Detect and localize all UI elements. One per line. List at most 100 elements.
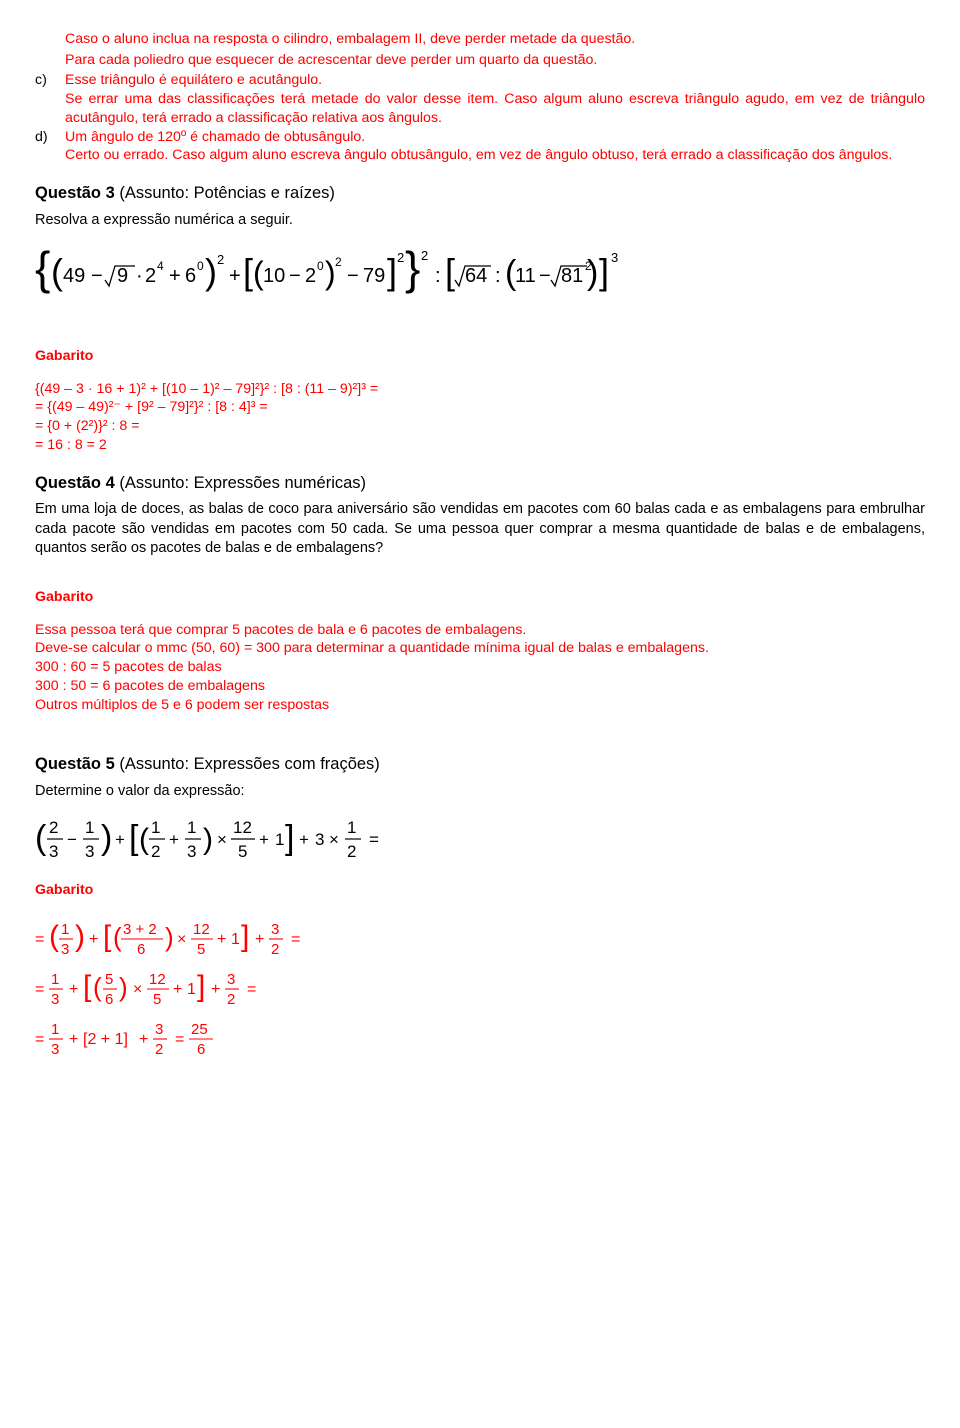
svg-text:+: + bbox=[89, 931, 98, 948]
intro-c2: Se errar uma das classificações terá met… bbox=[65, 91, 925, 126]
svg-text:+: + bbox=[115, 830, 125, 849]
q3-subject: (Assunto: Potências e raízes) bbox=[115, 184, 335, 202]
svg-text:[: [ bbox=[83, 970, 92, 1003]
svg-text:5: 5 bbox=[238, 842, 247, 861]
q3-title-row: Questão 3 (Assunto: Potências e raízes) bbox=[35, 183, 925, 205]
q5-title: Questão 5 bbox=[35, 755, 115, 773]
svg-text:{: { bbox=[35, 242, 50, 294]
svg-text:49: 49 bbox=[63, 265, 85, 287]
svg-text:0: 0 bbox=[197, 259, 204, 273]
svg-text:1: 1 bbox=[51, 971, 59, 988]
svg-text:+: + bbox=[217, 931, 226, 948]
svg-text:=: = bbox=[291, 931, 300, 948]
svg-text:1: 1 bbox=[347, 818, 356, 837]
q4-prompt: Em uma loja de doces, as balas de coco p… bbox=[35, 500, 925, 557]
svg-text:2: 2 bbox=[151, 842, 160, 861]
svg-text:3 + 2: 3 + 2 bbox=[123, 921, 157, 938]
q4-subject: (Assunto: Expressões numéricas) bbox=[115, 474, 366, 492]
q4-gab-2: 300 : 60 = 5 pacotes de balas bbox=[35, 658, 925, 677]
svg-text:=: = bbox=[35, 931, 44, 948]
svg-text:12: 12 bbox=[193, 921, 210, 938]
svg-text:−: − bbox=[347, 265, 359, 287]
intro-d2: Certo ou errado. Caso algum aluno escrev… bbox=[65, 147, 892, 163]
svg-text:(: ( bbox=[51, 251, 63, 292]
q5-subject: (Assunto: Expressões com frações) bbox=[115, 755, 380, 773]
svg-text:3: 3 bbox=[85, 842, 94, 861]
svg-text:+: + bbox=[299, 830, 309, 849]
label-c: c) bbox=[35, 71, 65, 90]
svg-text:+: + bbox=[169, 265, 181, 287]
svg-text:=: = bbox=[175, 1031, 184, 1048]
svg-text:): ) bbox=[165, 922, 174, 952]
svg-text:×: × bbox=[133, 981, 142, 998]
svg-text:12: 12 bbox=[233, 818, 252, 837]
svg-text:6: 6 bbox=[105, 991, 113, 1008]
svg-text:×: × bbox=[329, 830, 339, 849]
svg-text:−: − bbox=[67, 830, 77, 849]
svg-text:4: 4 bbox=[157, 259, 164, 273]
svg-text:]: ] bbox=[197, 970, 205, 1003]
svg-text:64: 64 bbox=[465, 265, 487, 287]
q5-main-formula: ( 2 3 − 1 3 ) + [ ( 1 2 + 1 3 ) × 12 5 +… bbox=[35, 811, 925, 867]
svg-text:]: ] bbox=[387, 251, 397, 292]
svg-text:3: 3 bbox=[611, 250, 618, 265]
svg-text:=: = bbox=[35, 1031, 44, 1048]
q4-title-row: Questão 4 (Assunto: Expressões numéricas… bbox=[35, 473, 925, 495]
svg-text:}: } bbox=[405, 242, 420, 294]
q4-gab-4: Outros múltiplos de 5 e 6 podem ser resp… bbox=[35, 696, 925, 715]
svg-text:3: 3 bbox=[51, 1041, 59, 1058]
svg-text:2: 2 bbox=[145, 265, 156, 287]
svg-text:): ) bbox=[75, 920, 85, 953]
svg-text:): ) bbox=[203, 823, 213, 856]
svg-text:2: 2 bbox=[335, 255, 342, 269]
q3-gab-label: Gabarito bbox=[35, 348, 93, 364]
svg-text:2: 2 bbox=[347, 842, 356, 861]
q5-prompt: Determine o valor da expressão: bbox=[35, 782, 925, 801]
svg-text:9: 9 bbox=[117, 265, 128, 287]
intro-l2: Para cada poliedro que esquecer de acres… bbox=[65, 51, 925, 70]
svg-text:+: + bbox=[69, 1031, 78, 1048]
q4-gab-1: Deve-se calcular o mmc (50, 60) = 300 pa… bbox=[35, 639, 925, 658]
svg-text:79: 79 bbox=[363, 265, 385, 287]
svg-text:25: 25 bbox=[191, 1021, 208, 1038]
svg-text:+: + bbox=[259, 830, 269, 849]
svg-text:]: ] bbox=[599, 251, 609, 292]
svg-text:5: 5 bbox=[197, 941, 205, 958]
q3-gab-1: = {(49 – 49)²⁻ + [9² – 79]²}² : [8 : 4]³… bbox=[35, 398, 925, 417]
intro-l1: Caso o aluno inclua na resposta o cilind… bbox=[65, 30, 925, 49]
q5-gab-label: Gabarito bbox=[35, 882, 93, 898]
svg-text:3: 3 bbox=[315, 830, 324, 849]
svg-text:1: 1 bbox=[151, 818, 160, 837]
svg-text:×: × bbox=[177, 931, 186, 948]
svg-text:6: 6 bbox=[137, 941, 145, 958]
svg-text:2: 2 bbox=[217, 252, 224, 267]
svg-text:6: 6 bbox=[185, 265, 196, 287]
svg-text:5: 5 bbox=[153, 991, 161, 1008]
svg-text::: : bbox=[495, 265, 501, 287]
q4-title: Questão 4 bbox=[35, 474, 115, 492]
q4-gab-label: Gabarito bbox=[35, 589, 93, 605]
svg-text:×: × bbox=[217, 830, 227, 849]
svg-text:+: + bbox=[169, 830, 179, 849]
svg-text:2: 2 bbox=[305, 265, 316, 287]
svg-text:(: ( bbox=[113, 922, 122, 952]
svg-text:+: + bbox=[173, 981, 182, 998]
svg-text:2: 2 bbox=[227, 991, 235, 1008]
q3-title: Questão 3 bbox=[35, 184, 115, 202]
svg-text:[: [ bbox=[129, 819, 139, 857]
intro-c1: Esse triângulo é equilátero e acutângulo… bbox=[65, 72, 322, 88]
svg-text:3: 3 bbox=[187, 842, 196, 861]
svg-text:1: 1 bbox=[275, 830, 284, 849]
svg-text:−: − bbox=[91, 265, 103, 287]
svg-text:=: = bbox=[369, 830, 379, 849]
svg-text:): ) bbox=[101, 819, 112, 857]
svg-text:+: + bbox=[229, 265, 241, 287]
q4-gab-0: Essa pessoa terá que comprar 5 pacotes d… bbox=[35, 621, 925, 640]
svg-text:]: ] bbox=[285, 819, 294, 857]
svg-text:): ) bbox=[119, 972, 128, 1002]
svg-text:(: ( bbox=[139, 823, 149, 856]
svg-text:3: 3 bbox=[155, 1021, 163, 1038]
svg-text:=: = bbox=[35, 981, 44, 998]
svg-text:−: − bbox=[539, 265, 551, 287]
q4-gab-3: 300 : 50 = 6 pacotes de embalagens bbox=[35, 677, 925, 696]
